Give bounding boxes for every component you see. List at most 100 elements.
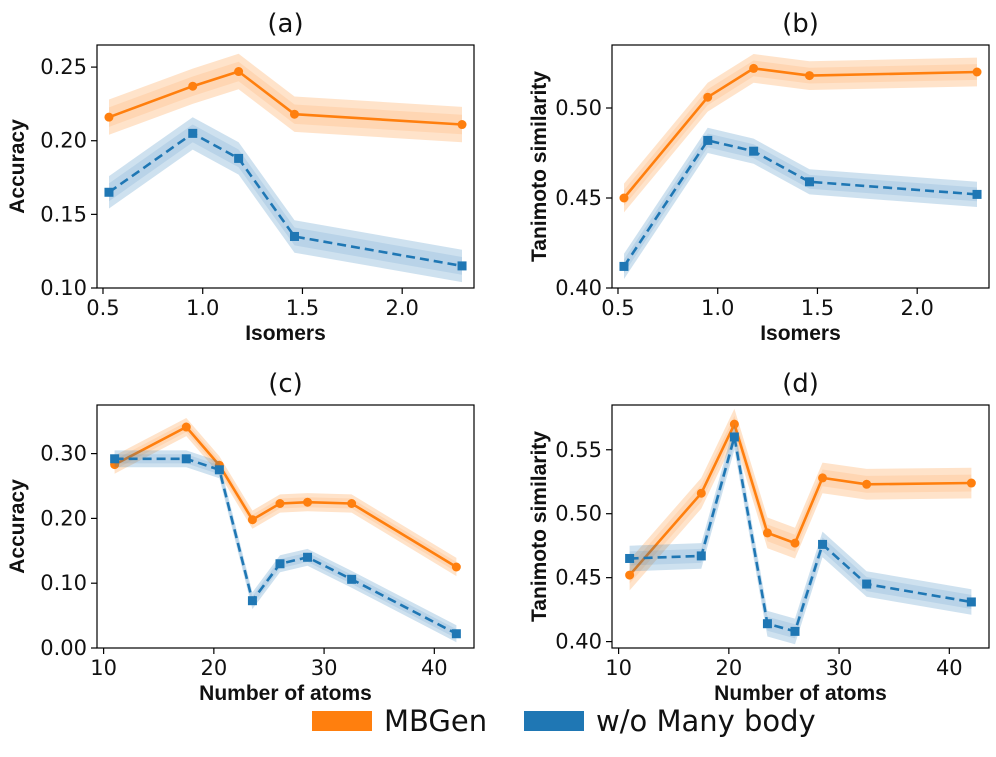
panel-b: 0.5 1.0 1.5 2.0 0.40 0.45 0.50 (b) Isomers Tanimo… (528, 9, 990, 345)
panel-d-title: (d) (782, 369, 819, 399)
panel-c-point-mbgen-5 (303, 497, 313, 507)
panel-d-ytick-label-3: 0.55 (555, 438, 602, 462)
panel-d-point-mbgen-6 (862, 479, 872, 489)
panel-b-band-inner-mbgen (624, 60, 977, 206)
panel-a-point-mbgen-1 (188, 81, 198, 91)
panel-b-point-mbgen-0 (619, 193, 629, 203)
legend-label-mbgen: MBGen (384, 704, 488, 738)
panel-b-point-wo-many-body-3 (804, 177, 814, 187)
panel-d-ytick-label-1: 0.45 (555, 566, 602, 590)
legend-label-wo-many-body: w/o Many body (596, 704, 816, 738)
panel-b-xtick-label-1: 1.0 (701, 296, 734, 320)
panel-a-band-wo-many-body (109, 117, 462, 283)
panel-b-point-wo-many-body-4 (972, 189, 982, 199)
panel-d-line-wo-many-body (629, 435, 972, 633)
panel-c-band-wo-many-body (114, 450, 457, 643)
panel-c-point-wo-many-body-5 (303, 552, 313, 562)
panel-d-xtick-label-2: 30 (826, 656, 853, 680)
panel-b-xtick-label-3: 2.0 (900, 296, 933, 320)
panel-b-band-inner-wo-many-body (624, 133, 977, 274)
panel-d-line-mbgen (628, 422, 972, 576)
panel-a-xtick-label-2: 1.5 (286, 296, 319, 320)
legend-item-wo-many-body: w/o Many body (524, 704, 824, 738)
panel-d-point-wo-many-body-0 (625, 553, 635, 563)
panel-d-ylabel: Tanimoto similarity (528, 431, 551, 622)
panel-c-ytick-label-3: 0.30 (40, 442, 87, 466)
panel-a-ytick-label-0: 0.10 (40, 276, 87, 300)
panel-b-ytick-label-2: 0.50 (555, 96, 602, 120)
panel-c-point-mbgen-1 (181, 422, 191, 432)
panel-a-band-inner-mbgen (109, 61, 462, 135)
panel-a-title: (a) (267, 9, 303, 39)
panel-a-ytick-label-3: 0.25 (40, 55, 87, 79)
panel-c-point-wo-many-body-6 (347, 574, 357, 584)
panel-c-point-mbgen-7 (451, 562, 461, 572)
panel-d-ytick-label-0: 0.40 (555, 630, 602, 654)
panel-a-point-mbgen-0 (104, 112, 114, 122)
panel-d: 10 20 30 40 0.40 0.45 0.50 0.55 (d) Number of ato… (528, 369, 990, 705)
panel-c-point-wo-many-body-0 (110, 454, 120, 464)
panel-c-xtick-label-3: 40 (421, 656, 448, 680)
panel-a-point-wo-many-body-3 (289, 231, 299, 241)
panel-a-axes-frame (96, 44, 475, 289)
panel-b-point-mbgen-1 (703, 92, 713, 102)
panel-a-point-mbgen-4 (457, 120, 467, 130)
panel-d-axes-frame (611, 404, 990, 649)
panel-c-ytick-label-1: 0.10 (40, 571, 87, 595)
panel-d-point-wo-many-body-1 (696, 551, 706, 561)
panel-c-point-mbgen-6 (347, 498, 357, 508)
panel-a-point-mbgen-2 (234, 67, 244, 77)
panel-a-point-mbgen-3 (289, 109, 299, 119)
panel-b-point-mbgen-3 (804, 71, 814, 81)
panel-d-point-wo-many-body-7 (966, 597, 976, 607)
panel-a-point-wo-many-body-4 (457, 261, 467, 271)
panel-d-point-mbgen-5 (818, 473, 828, 483)
panel-d-band-inner-wo-many-body (629, 429, 972, 639)
panel-b-line-wo-many-body (622, 139, 978, 268)
panel-c-band-mbgen (114, 418, 457, 577)
panel-c-point-wo-many-body-4 (275, 559, 285, 569)
panel-b-point-mbgen-4 (972, 67, 982, 77)
panel-c-ytick-label-2: 0.20 (40, 506, 87, 530)
panel-b-point-wo-many-body-1 (703, 135, 713, 145)
panel-d-xtick-label-3: 40 (936, 656, 963, 680)
panel-a-xlabel: Isomers (245, 322, 326, 345)
panel-a-point-wo-many-body-2 (234, 153, 244, 163)
panel-d-xtick-label-1: 20 (715, 656, 742, 680)
panel-d-point-mbgen-1 (696, 488, 706, 498)
panel-d-point-wo-many-body-6 (862, 579, 872, 589)
panel-c-band-inner-wo-many-body (114, 454, 457, 639)
panel-d-point-mbgen-0 (625, 570, 635, 580)
legend: MBGen w/o Many body (0, 690, 996, 750)
panel-a-xtick-label-3: 2.0 (385, 296, 418, 320)
panel-a-ylabel: Accuracy (6, 119, 29, 214)
panel-d-point-wo-many-body-4 (790, 626, 800, 636)
panel-d-band-inner-mbgen (629, 415, 972, 584)
panel-b-xlabel: Isomers (760, 322, 841, 345)
panel-d-point-mbgen-2 (729, 419, 739, 429)
panel-a-ytick-label-2: 0.20 (40, 129, 87, 153)
panel-c-point-mbgen-4 (275, 498, 285, 508)
panel-a-xtick-label-0: 0.5 (86, 296, 119, 320)
panel-d-ytick-label-2: 0.50 (555, 502, 602, 526)
panel-d-xtick-label-0: 10 (605, 656, 632, 680)
panel-c: 10 20 30 40 0.00 0.10 0.20 0.30 (c) Number of ato… (6, 369, 475, 705)
panel-d-point-mbgen-4 (790, 538, 800, 548)
panel-d-point-wo-many-body-2 (729, 432, 739, 442)
panel-c-title: (c) (268, 369, 303, 399)
panel-b-ytick-label-0: 0.40 (555, 276, 602, 300)
panel-d-point-mbgen-7 (966, 478, 976, 488)
panel-b-xtick-label-2: 1.5 (801, 296, 834, 320)
panel-a-point-wo-many-body-1 (188, 128, 198, 138)
panel-b-axes-frame (611, 44, 990, 289)
panel-c-ylabel: Accuracy (6, 479, 29, 574)
panel-b-ylabel: Tanimoto similarity (528, 71, 551, 262)
panel-c-point-wo-many-body-7 (451, 629, 461, 639)
panel-d-point-mbgen-3 (762, 528, 772, 538)
panel-c-point-wo-many-body-2 (214, 465, 224, 475)
panel-d-point-wo-many-body-5 (818, 539, 828, 549)
panel-b-point-wo-many-body-2 (749, 146, 759, 156)
panel-d-xlabel: Number of atoms (714, 682, 887, 705)
panel-c-line-mbgen (113, 425, 458, 569)
panel-d-band-mbgen (629, 408, 972, 591)
